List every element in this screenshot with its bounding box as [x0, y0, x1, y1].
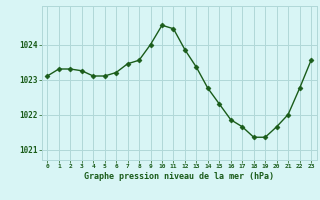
X-axis label: Graphe pression niveau de la mer (hPa): Graphe pression niveau de la mer (hPa) — [84, 172, 274, 181]
